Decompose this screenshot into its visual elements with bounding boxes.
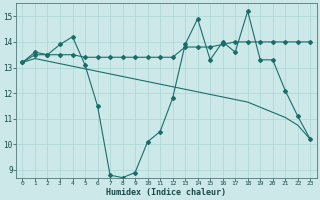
X-axis label: Humidex (Indice chaleur): Humidex (Indice chaleur)	[106, 188, 226, 197]
